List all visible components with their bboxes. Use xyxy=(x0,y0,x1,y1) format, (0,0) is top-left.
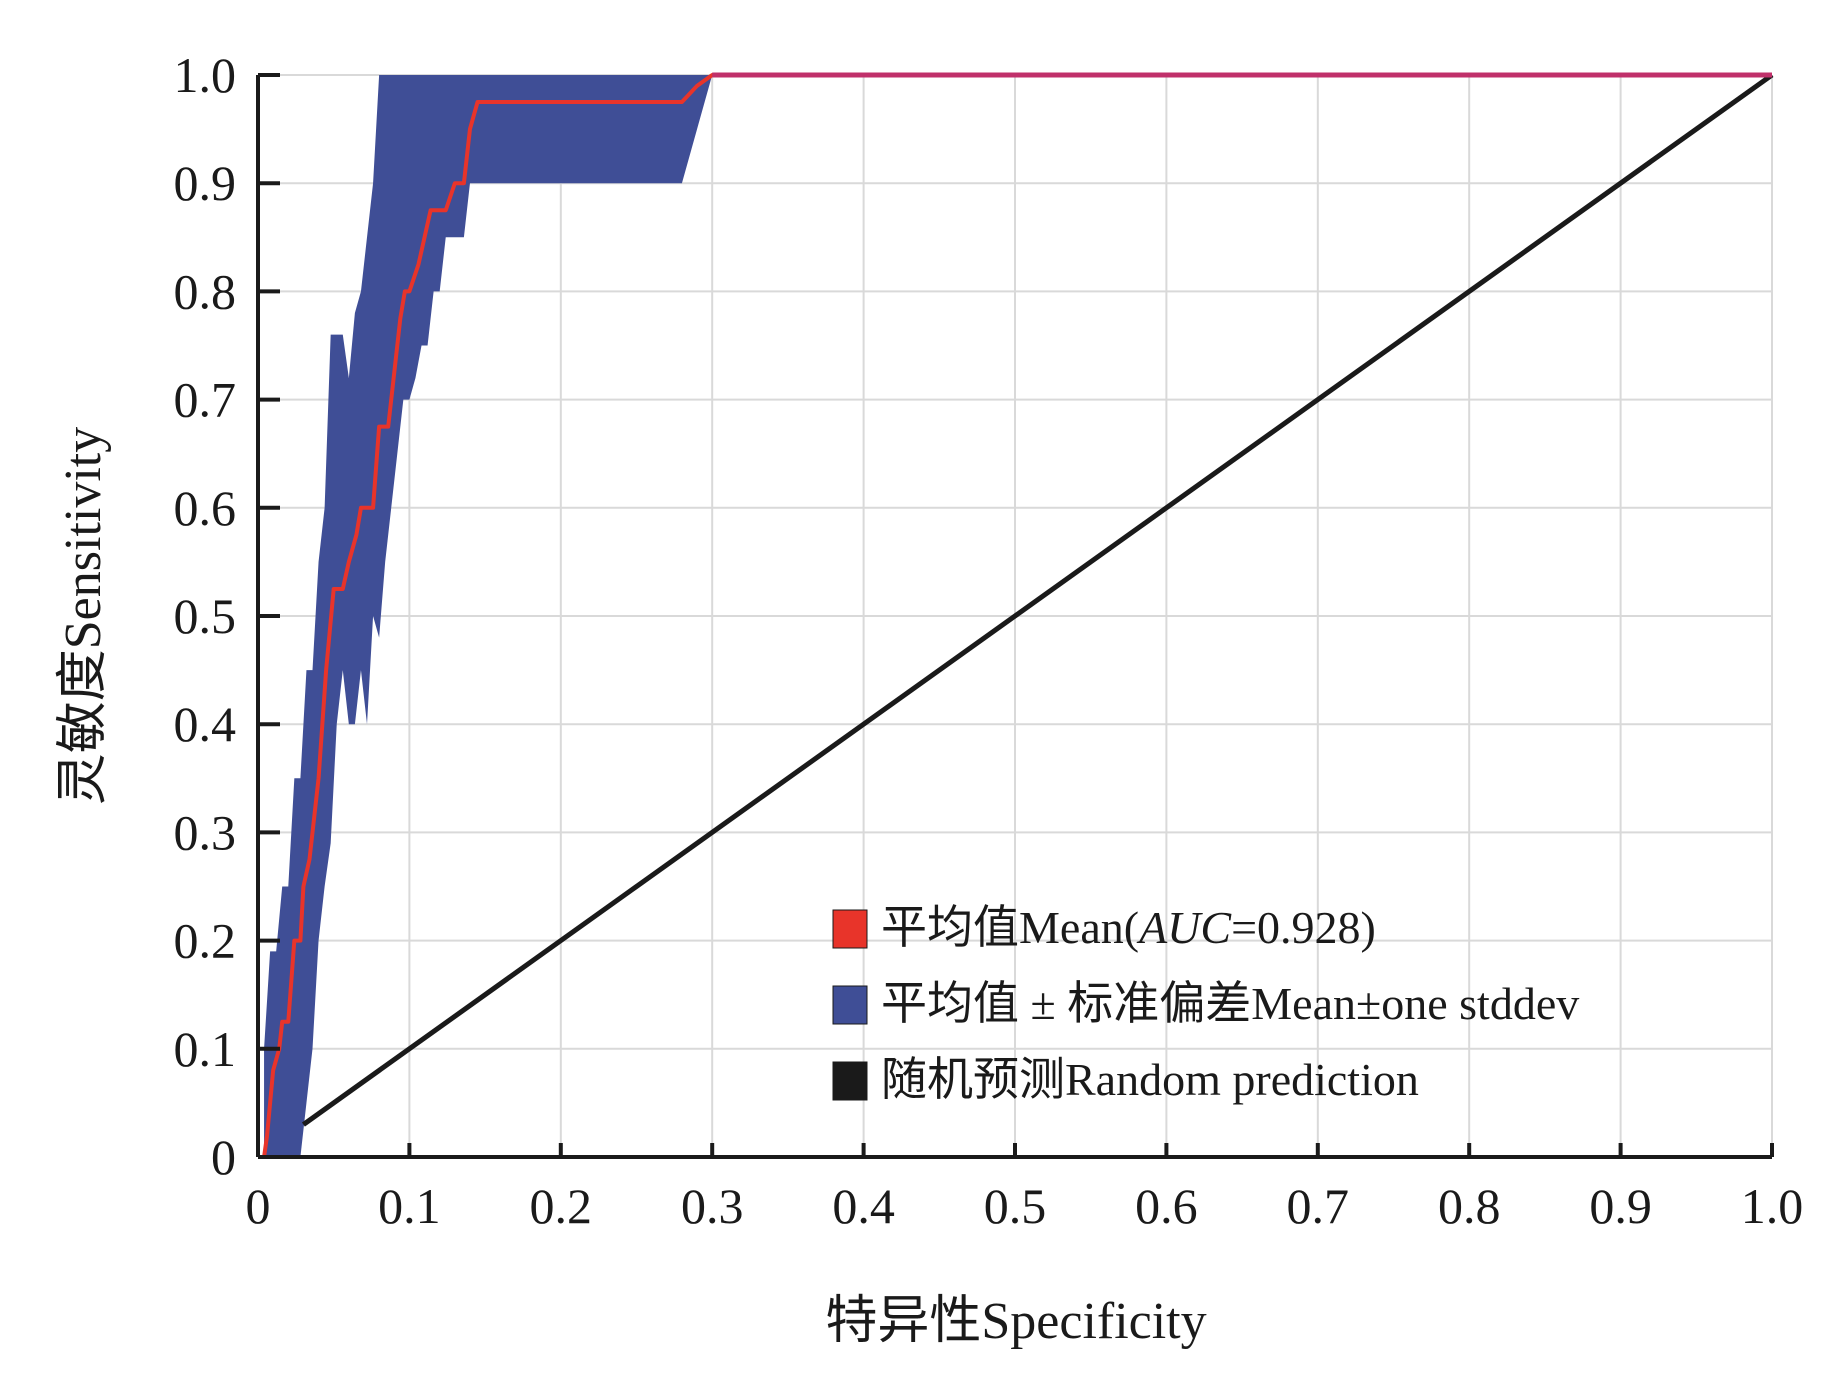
y-tick-label-4: 0.4 xyxy=(174,696,237,752)
legend-label-1: 平均值 ± 标准偏差Mean±one stddev xyxy=(881,978,1579,1029)
y-tick-label-0: 0 xyxy=(211,1129,236,1185)
y-tick-label-5: 0.5 xyxy=(174,588,237,644)
y-tick-label-8: 0.8 xyxy=(174,263,237,319)
axes xyxy=(256,73,1774,1159)
legend-label-part: 随机预测Random prediction xyxy=(881,1054,1419,1105)
x-tick-label-10: 1.0 xyxy=(1741,1178,1804,1234)
stddev-band-area xyxy=(264,75,1772,1157)
y-tick-label-1: 0.1 xyxy=(174,1021,237,1077)
x-tick-label-7: 0.7 xyxy=(1287,1178,1350,1234)
series-lines xyxy=(262,72,1774,1158)
legend-label-italic: AUC xyxy=(1136,902,1232,953)
y-tick-label-10: 1.0 xyxy=(174,47,237,103)
tick-labels: 0 0.1 0.2 0.3 0.4 0.5 0.6 0.7 0.8 0.9 1.0 0 0.1 0.2 0.… xyxy=(174,47,1804,1234)
y-tick-label-3: 0.3 xyxy=(174,804,237,860)
legend-label-2: 随机预测Random prediction xyxy=(881,1054,1419,1105)
y-tick-label-6: 0.6 xyxy=(174,480,237,536)
y-tick-label-2: 0.2 xyxy=(174,913,237,969)
y-tick-label-9: 0.9 xyxy=(174,155,237,211)
x-tick-label-3: 0.3 xyxy=(681,1178,744,1234)
x-axis-title: 特异性Specificity xyxy=(825,1293,1206,1350)
y-tick-label-7: 0.7 xyxy=(174,372,237,428)
x-tick-label-5: 0.5 xyxy=(984,1178,1047,1234)
random-prediction-line xyxy=(301,72,1774,1127)
legend-label-part: =0.928) xyxy=(1231,902,1376,953)
mean-roc-line xyxy=(262,73,1772,1158)
legend-label-part: 平均值Mean( xyxy=(881,902,1139,953)
x-tick-label-8: 0.8 xyxy=(1438,1178,1501,1234)
legend-label-part: 平均值 ± 标准偏差Mean±one stddev xyxy=(881,978,1579,1029)
y-axis-title: 灵敏度Sensitivity xyxy=(55,427,112,805)
legend: 平均值Mean(AUC=0.928) 平均值 ± 标准偏差Mean±one std… xyxy=(832,902,1579,1105)
legend-swatch-1 xyxy=(832,985,868,1025)
x-tick-label-0: 0 xyxy=(246,1178,271,1234)
legend-swatch-0 xyxy=(832,909,868,949)
legend-swatch-2 xyxy=(832,1061,868,1101)
x-tick-label-9: 0.9 xyxy=(1589,1178,1652,1234)
legend-label-0: 平均值Mean(AUC=0.928) xyxy=(881,902,1376,953)
stddev-band xyxy=(264,75,1772,1157)
x-tick-label-1: 0.1 xyxy=(378,1178,441,1234)
x-tick-label-4: 0.4 xyxy=(832,1178,895,1234)
x-tick-label-6: 0.6 xyxy=(1135,1178,1198,1234)
x-tick-label-2: 0.2 xyxy=(530,1178,593,1234)
grid-lines xyxy=(258,74,1773,1157)
